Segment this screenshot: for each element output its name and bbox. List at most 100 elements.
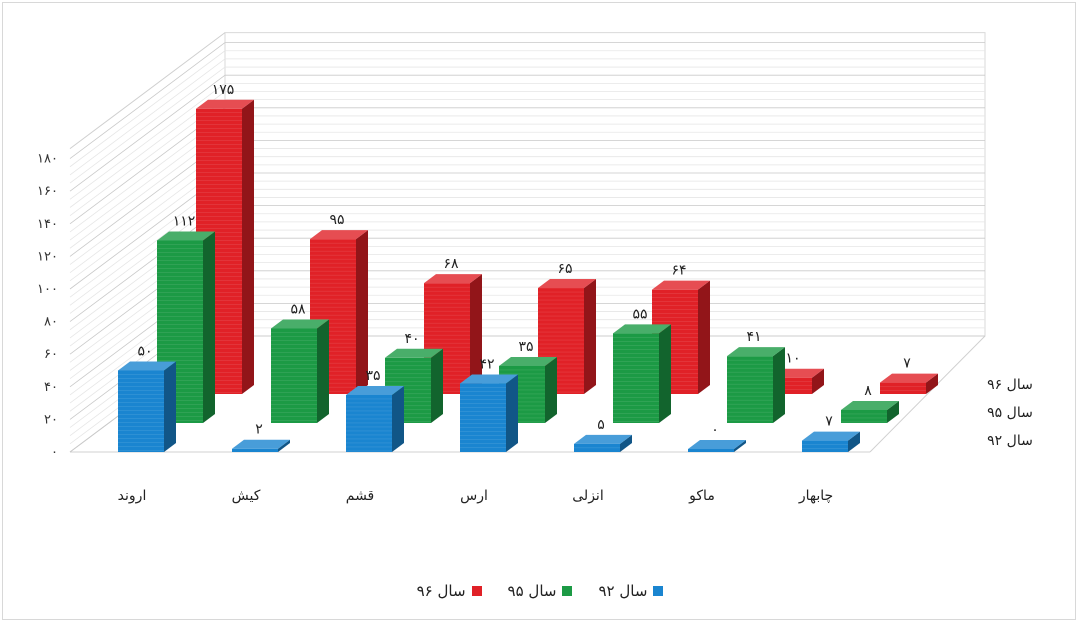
bar-side (773, 347, 785, 423)
category-label: اروند (118, 488, 147, 504)
bar-side (926, 373, 938, 394)
legend-swatch-95 (562, 586, 573, 596)
side-gridline (69, 58, 226, 176)
bar-front (271, 328, 317, 423)
bar-top (802, 431, 860, 441)
bar-top (232, 439, 290, 449)
bar-1-5 (727, 347, 785, 423)
bar-2-3 (538, 279, 596, 394)
bar-side (356, 230, 368, 394)
bar-side (164, 361, 176, 452)
category-label: انزلی (572, 488, 603, 504)
bar-top (346, 385, 404, 395)
side-wall-top (69, 32, 226, 150)
data-label: ۱۰ (785, 351, 800, 367)
y-tick-label: ۱۲۰ (37, 249, 58, 264)
floor-right-edge (869, 335, 986, 453)
bar-side (242, 99, 254, 394)
y-tick-label: ۱۰۰ (37, 282, 58, 297)
bar-top (652, 280, 710, 290)
data-label: ۳۵ (518, 339, 533, 355)
data-label: ۶۵ (557, 261, 572, 277)
bar-side (734, 440, 746, 452)
bar-side (545, 356, 557, 423)
side-gridline (69, 83, 226, 200)
bar-side (698, 280, 710, 394)
data-label: ۵۸ (290, 301, 306, 317)
bar-front (727, 356, 773, 423)
bar-side (812, 368, 824, 394)
bar-1-4 (613, 324, 671, 423)
data-label: ۳۵ (365, 368, 380, 384)
data-label: ۵۰ (137, 344, 152, 360)
bar-side (887, 400, 899, 423)
side-gridline (69, 42, 226, 159)
bar-0-4 (574, 434, 632, 452)
bar-top (460, 374, 518, 384)
side-gridline (69, 50, 226, 168)
bar-side (659, 324, 671, 423)
bar-top (118, 361, 176, 371)
legend-swatch-96 (471, 586, 482, 596)
legend: سال ۹۲ سال ۹۵ سال ۹۶ (0, 582, 1080, 600)
chart-bars (118, 99, 938, 452)
legend-label-92: سال ۹۲ (598, 582, 648, 600)
bar-top (310, 230, 368, 240)
bar-0-2 (346, 385, 404, 452)
bar-top (385, 348, 443, 358)
data-label: ۶۴ (671, 263, 686, 279)
category-label: کیش (232, 488, 261, 504)
depth-axis-label: سال ۹۵ (987, 405, 1033, 421)
category-labels: اروند کیش قشم ارس انزلی ماکو چابهار (118, 488, 833, 504)
side-gridline (69, 66, 226, 184)
data-label: ۲ (255, 422, 263, 438)
y-tick-label: ۰ (51, 445, 58, 460)
bar-front (841, 409, 887, 423)
data-label: ۰ (711, 422, 719, 438)
bar-front (880, 382, 926, 394)
data-label: ۴۱ (746, 329, 761, 345)
bar-top (880, 373, 938, 383)
bar-top (157, 231, 215, 241)
bar-0-1 (232, 439, 290, 452)
bar-top (424, 274, 482, 284)
data-label: ۷ (825, 414, 833, 430)
y-tick-label: ۲۰ (44, 412, 58, 427)
bar-1-6 (841, 400, 899, 423)
bar-side (431, 348, 443, 423)
bar-top (727, 347, 785, 357)
bar-top (841, 400, 899, 410)
y-tick-label: ۱۶۰ (37, 184, 58, 199)
legend-swatch-92 (653, 586, 664, 596)
y-tick-label: ۶۰ (44, 347, 58, 362)
legend-item-95: سال ۹۵ (508, 582, 573, 600)
bar-side (470, 274, 482, 394)
data-label: ۵۵ (632, 306, 647, 322)
bar-front (346, 394, 392, 452)
bar-side (203, 231, 215, 423)
data-label: ۴۲ (479, 357, 494, 373)
bar-front (460, 383, 506, 452)
depth-axis-label: سال ۹۶ (987, 377, 1033, 393)
bar-top (574, 434, 632, 444)
depth-axis-labels: سال ۹۶ سال ۹۵ سال ۹۲ (987, 377, 1033, 449)
bar-side (506, 374, 518, 452)
bar-top (196, 99, 254, 109)
data-label: ۹۵ (329, 212, 344, 228)
category-label: ارس (460, 488, 488, 504)
bar-0-0 (118, 361, 176, 452)
y-axis-ticks: ۰ ۲۰ ۴۰ ۶۰ ۸۰ ۱۰۰ ۱۲۰ ۱۴۰ ۱۶۰ ۱۸۰ (37, 152, 58, 460)
y-tick-label: ۱۴۰ (37, 217, 58, 232)
legend-label-95: سال ۹۵ (507, 582, 557, 600)
bar-1-1 (271, 319, 329, 423)
bar-2-4 (652, 280, 710, 394)
bar-0-3 (460, 374, 518, 452)
bar-top (538, 279, 596, 289)
data-label: ۱۷۵ (212, 82, 235, 98)
depth-axis-label: سال ۹۲ (987, 433, 1033, 449)
legend-item-96: سال ۹۶ (417, 582, 482, 600)
bar-0-5 (688, 440, 746, 452)
bar-side (278, 439, 290, 452)
data-label: ۷ (903, 356, 911, 372)
